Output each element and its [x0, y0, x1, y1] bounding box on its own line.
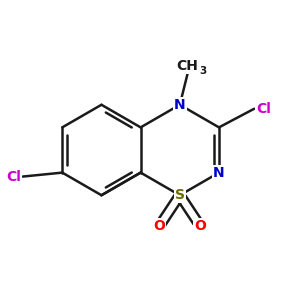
Text: N: N: [213, 166, 225, 180]
Text: N: N: [174, 98, 186, 112]
Text: Cl: Cl: [256, 102, 271, 116]
Text: CH: CH: [176, 59, 198, 73]
Text: O: O: [194, 219, 206, 233]
Text: S: S: [175, 188, 185, 202]
Text: O: O: [154, 219, 165, 233]
Text: Cl: Cl: [6, 169, 21, 184]
Text: 3: 3: [200, 66, 207, 76]
